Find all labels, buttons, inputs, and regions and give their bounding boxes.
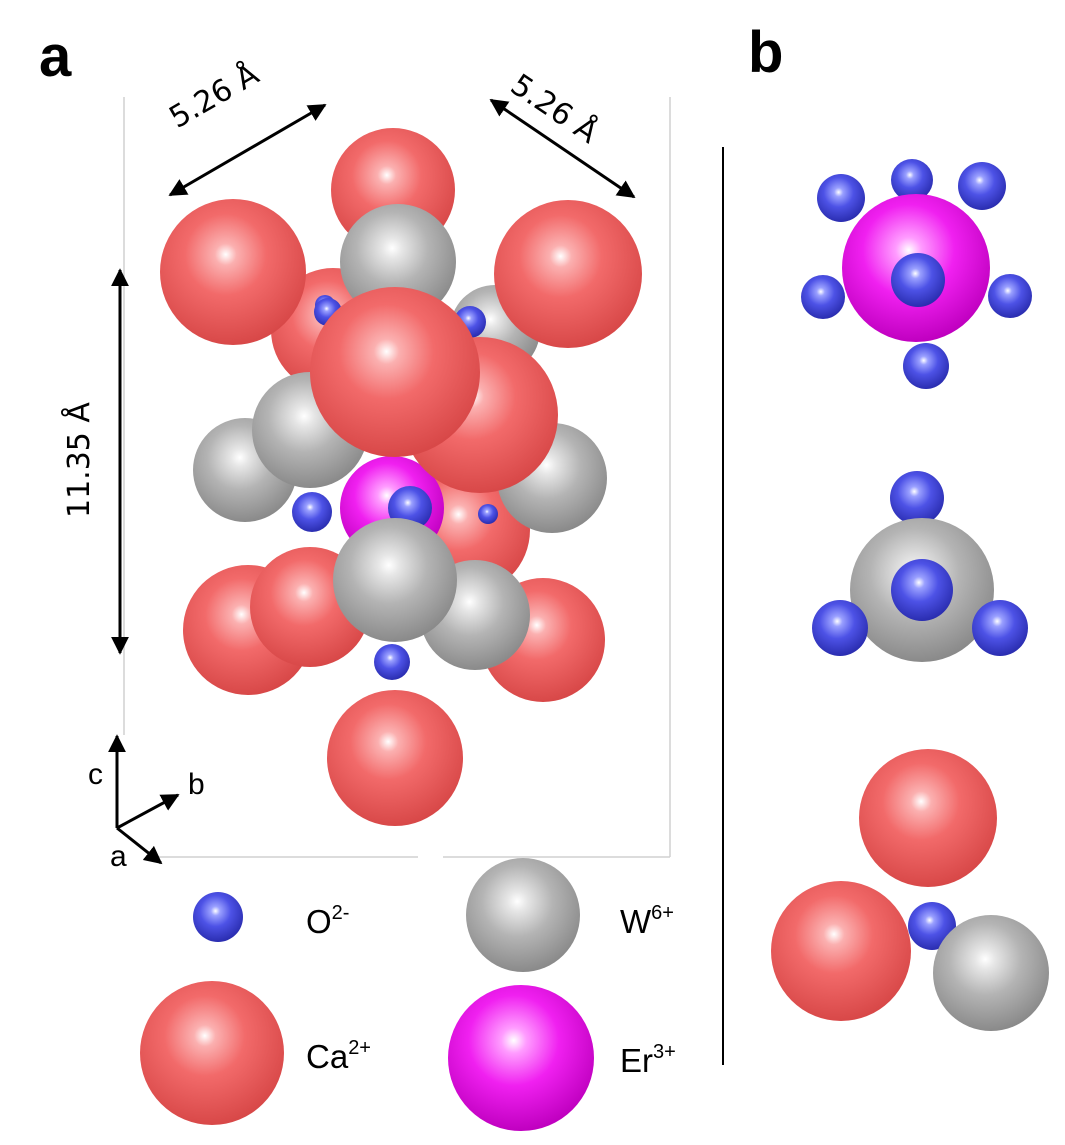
ca-atom [859,749,997,887]
legend-oxygen-label: O2- [306,902,350,940]
a-axis-label: a [110,840,127,873]
o-atom [891,159,933,201]
o-atom [988,274,1032,318]
o-atom [817,174,865,222]
ca-atom [310,287,480,457]
c-dimension-label: 11.35 Å [62,402,97,518]
o-atom [890,471,944,525]
w-atom [340,204,456,320]
b-axis-label: b [188,768,205,801]
o-atom [801,275,845,319]
legend-erbium-sphere [448,985,594,1131]
o-atom [908,902,956,950]
o-coordination [771,749,1049,1031]
a-axis-arrow [116,826,163,865]
unit-cell-structure [160,128,642,826]
legend-erbium-label: Er3+ [620,1041,676,1079]
w-coordination [812,471,1028,662]
w-atom [933,915,1049,1031]
b-lattice-arrow [489,98,636,199]
o-atom [891,559,953,621]
c-axis-label: c [88,758,103,791]
ca-atom [494,200,642,348]
b-axis-arrow [116,793,180,830]
o-atom [812,600,868,656]
legend-oxygen-sphere [193,892,243,942]
o-atom [891,253,945,307]
legend-tungsten-sphere [466,858,580,972]
er-coordination [801,159,1032,389]
o-atom [292,492,332,532]
w-atom [333,518,457,642]
a-lattice-arrow [168,103,327,197]
o-atom [478,504,498,524]
o-atom [958,162,1006,210]
o-atom [374,644,410,680]
ca-atom [771,881,911,1021]
legend-calcium-sphere [140,981,284,1125]
ca-atom [160,199,306,345]
panel-a-label: a [39,24,72,89]
o-atom [972,600,1028,656]
legend-calcium-label: Ca2+ [306,1037,371,1075]
panel-b-label: b [748,20,784,85]
legend-tungsten-label: W6+ [620,902,674,940]
ca-atom [327,690,463,826]
o-atom [903,343,949,389]
